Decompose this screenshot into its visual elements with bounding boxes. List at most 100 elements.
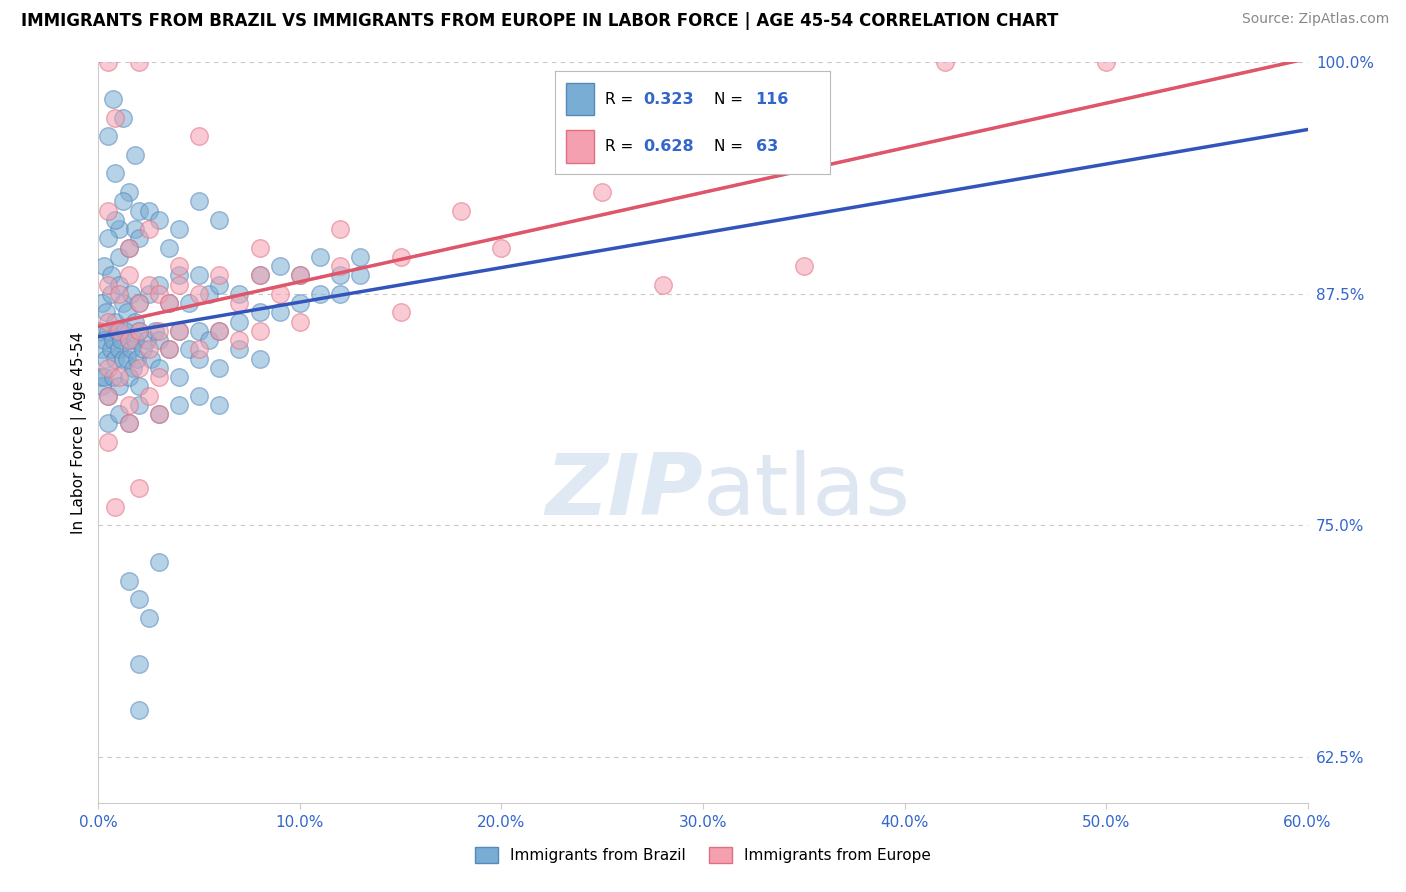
Point <box>309 286 332 301</box>
Point <box>97 231 120 245</box>
Point <box>157 240 180 254</box>
Point <box>188 194 211 209</box>
Point <box>157 296 180 310</box>
Point <box>167 370 190 384</box>
Point <box>97 434 120 449</box>
FancyBboxPatch shape <box>567 130 593 162</box>
Point <box>288 314 311 328</box>
Point <box>114 324 136 338</box>
Point <box>93 370 115 384</box>
Point <box>124 222 146 236</box>
Point <box>138 203 160 218</box>
Point <box>111 351 134 366</box>
Point <box>118 240 141 254</box>
Point <box>107 250 129 264</box>
Point <box>128 592 150 607</box>
Point <box>167 324 190 338</box>
Point <box>591 185 613 199</box>
Point <box>138 277 160 292</box>
Point <box>97 203 120 218</box>
Point <box>491 240 513 254</box>
Point <box>97 55 120 70</box>
Text: R =: R = <box>605 92 633 106</box>
Point <box>288 296 311 310</box>
Point <box>107 343 129 357</box>
Text: 63: 63 <box>755 139 778 153</box>
Point <box>118 417 141 431</box>
Point <box>228 296 250 310</box>
Point <box>135 333 157 347</box>
Point <box>128 55 150 70</box>
Point <box>208 212 231 227</box>
Point <box>148 212 170 227</box>
Point <box>198 333 221 347</box>
Point <box>125 351 148 366</box>
Point <box>128 324 150 338</box>
Point <box>138 222 160 236</box>
Text: N =: N = <box>714 139 744 153</box>
Point <box>167 268 190 283</box>
Point <box>89 370 111 384</box>
Point <box>97 389 120 403</box>
Point <box>288 268 311 283</box>
Point <box>93 259 115 273</box>
Point <box>118 417 141 431</box>
Text: Source: ZipAtlas.com: Source: ZipAtlas.com <box>1241 12 1389 26</box>
Point <box>91 343 114 357</box>
Point <box>96 351 118 366</box>
Point <box>97 417 120 431</box>
Point <box>107 370 129 384</box>
Point <box>148 407 170 421</box>
Point <box>329 222 352 236</box>
Point <box>179 296 201 310</box>
Point <box>148 286 170 301</box>
Point <box>249 324 271 338</box>
Point <box>148 407 170 421</box>
Point <box>115 351 138 366</box>
Point <box>188 268 211 283</box>
Point <box>124 314 146 328</box>
Point <box>208 268 231 283</box>
Point <box>208 324 231 338</box>
Point <box>128 703 150 717</box>
Point <box>329 259 352 273</box>
Point <box>249 305 271 319</box>
Point <box>91 379 114 393</box>
Point <box>103 314 125 328</box>
Point <box>389 305 412 319</box>
Text: IMMIGRANTS FROM BRAZIL VS IMMIGRANTS FROM EUROPE IN LABOR FORCE | AGE 45-54 CORR: IMMIGRANTS FROM BRAZIL VS IMMIGRANTS FRO… <box>21 12 1059 29</box>
Point <box>111 111 134 125</box>
Point <box>269 259 291 273</box>
Point <box>93 333 115 347</box>
Point <box>120 286 142 301</box>
Point <box>107 324 129 338</box>
Point <box>309 250 332 264</box>
Point <box>103 212 125 227</box>
Point <box>115 305 138 319</box>
Point <box>228 343 250 357</box>
Text: R =: R = <box>605 139 633 153</box>
Point <box>208 398 231 412</box>
Point <box>128 324 150 338</box>
Point <box>139 351 162 366</box>
Point <box>228 333 250 347</box>
Point <box>329 268 352 283</box>
Point <box>934 55 956 70</box>
Point <box>138 343 160 357</box>
Point <box>167 222 190 236</box>
Text: ZIP: ZIP <box>546 450 703 533</box>
Point <box>269 286 291 301</box>
Point <box>148 370 170 384</box>
Point <box>120 343 142 357</box>
Point <box>179 343 201 357</box>
Point <box>101 92 124 106</box>
FancyBboxPatch shape <box>567 83 593 115</box>
Point <box>188 324 211 338</box>
Point <box>349 250 371 264</box>
Point <box>128 481 150 495</box>
Point <box>128 360 150 375</box>
Point <box>128 231 150 245</box>
Point <box>103 500 125 514</box>
Point <box>118 185 141 199</box>
Point <box>107 286 129 301</box>
